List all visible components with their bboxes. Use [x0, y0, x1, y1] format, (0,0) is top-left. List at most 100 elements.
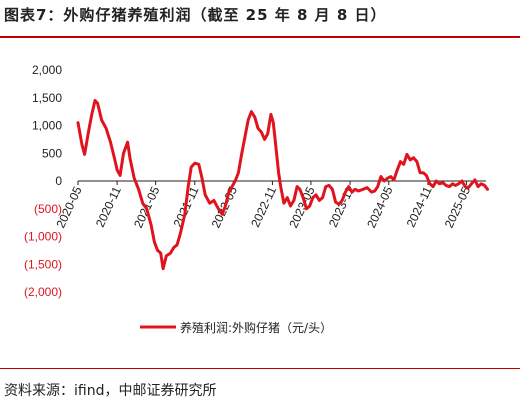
- data-point: [277, 171, 280, 174]
- data-point: [80, 143, 84, 147]
- data-point: [476, 185, 480, 188]
- data-point: [263, 138, 266, 141]
- data-point: [132, 177, 136, 180]
- x-tick-label: 2025-05: [442, 184, 473, 230]
- data-point: [486, 188, 489, 191]
- data-point: [480, 182, 483, 185]
- data-point: [448, 185, 451, 188]
- data-point: [128, 157, 132, 160]
- data-point: [256, 127, 260, 130]
- data-point: [137, 188, 140, 191]
- data-point: [467, 186, 470, 189]
- data-point: [353, 188, 357, 191]
- series-points: [76, 99, 489, 270]
- data-point: [224, 204, 227, 208]
- data-point: [451, 182, 454, 185]
- data-point: [250, 110, 253, 113]
- chart-title: 图表7：外购仔猪养殖利润（截至 25 年 8 月 8 日）: [4, 6, 387, 24]
- data-point: [104, 127, 108, 130]
- data-point: [311, 196, 315, 199]
- data-point: [347, 185, 350, 188]
- data-point: [90, 113, 94, 116]
- data-point: [122, 152, 125, 155]
- x-tick-label: 2024-11: [404, 184, 435, 229]
- data-point: [341, 199, 344, 202]
- data-point: [165, 254, 168, 258]
- data-point: [314, 193, 318, 197]
- data-point: [175, 243, 179, 247]
- data-point: [396, 168, 399, 172]
- data-point: [217, 207, 220, 210]
- data-point: [318, 199, 321, 202]
- data-point: [113, 157, 116, 160]
- data-point: [179, 232, 182, 235]
- data-point: [402, 163, 405, 166]
- data-point: [324, 185, 328, 188]
- data-point: [230, 185, 234, 188]
- data-point: [337, 203, 341, 206]
- data-point: [200, 177, 204, 180]
- data-point: [183, 213, 186, 216]
- data-point: [344, 190, 347, 194]
- data-point: [470, 182, 473, 185]
- title-divider: [0, 36, 520, 38]
- data-point: [321, 196, 324, 199]
- data-point: [409, 158, 412, 162]
- data-point: [246, 118, 250, 122]
- data-point: [159, 251, 162, 255]
- data-point: [365, 186, 369, 189]
- data-point: [141, 202, 144, 205]
- data-point: [145, 207, 148, 210]
- data-point: [392, 178, 396, 182]
- data-point: [282, 202, 286, 205]
- data-point: [361, 188, 365, 191]
- data-point: [269, 113, 273, 116]
- data-point: [386, 177, 389, 180]
- y-tick-label: 1,000: [32, 119, 62, 133]
- data-point: [286, 196, 289, 199]
- data-point: [289, 204, 292, 208]
- x-tick-label: 2022-11: [248, 184, 279, 229]
- data-point: [357, 189, 360, 193]
- data-point: [153, 240, 156, 244]
- source-divider: [0, 368, 520, 369]
- data-point: [292, 199, 296, 202]
- data-point: [415, 160, 419, 163]
- data-point: [425, 174, 428, 177]
- data-point: [115, 168, 119, 172]
- data-point: [444, 184, 448, 187]
- data-point: [308, 204, 311, 208]
- data-point: [118, 174, 122, 177]
- data-point: [295, 185, 299, 188]
- data-point: [253, 115, 256, 119]
- data-point: [243, 135, 247, 138]
- data-point: [454, 184, 457, 187]
- data-point: [279, 185, 282, 188]
- data-point: [373, 189, 376, 193]
- data-point: [298, 188, 302, 191]
- data-point: [109, 140, 112, 144]
- data-point: [405, 153, 409, 156]
- source-note: 资料来源：ifind，中邮证券研究所: [4, 383, 217, 399]
- data-point: [327, 184, 331, 187]
- data-point: [272, 121, 275, 124]
- data-point: [189, 165, 193, 169]
- x-tick-label: 2020-11: [93, 184, 124, 229]
- data-point: [126, 140, 129, 144]
- data-point: [460, 179, 464, 183]
- y-tick-label: (500): [34, 202, 62, 216]
- data-point: [227, 190, 231, 194]
- data-point: [418, 171, 422, 174]
- data-point: [221, 213, 224, 216]
- data-point: [457, 182, 460, 185]
- data-point: [379, 175, 383, 178]
- y-tick-label: (1,500): [24, 257, 62, 271]
- data-point: [383, 179, 386, 183]
- data-point: [169, 251, 172, 255]
- data-point: [399, 160, 402, 163]
- data-point: [100, 118, 103, 122]
- y-tick-label: 2,000: [32, 63, 62, 77]
- data-point: [149, 224, 153, 227]
- data-point: [93, 99, 97, 102]
- data-point: [87, 129, 90, 133]
